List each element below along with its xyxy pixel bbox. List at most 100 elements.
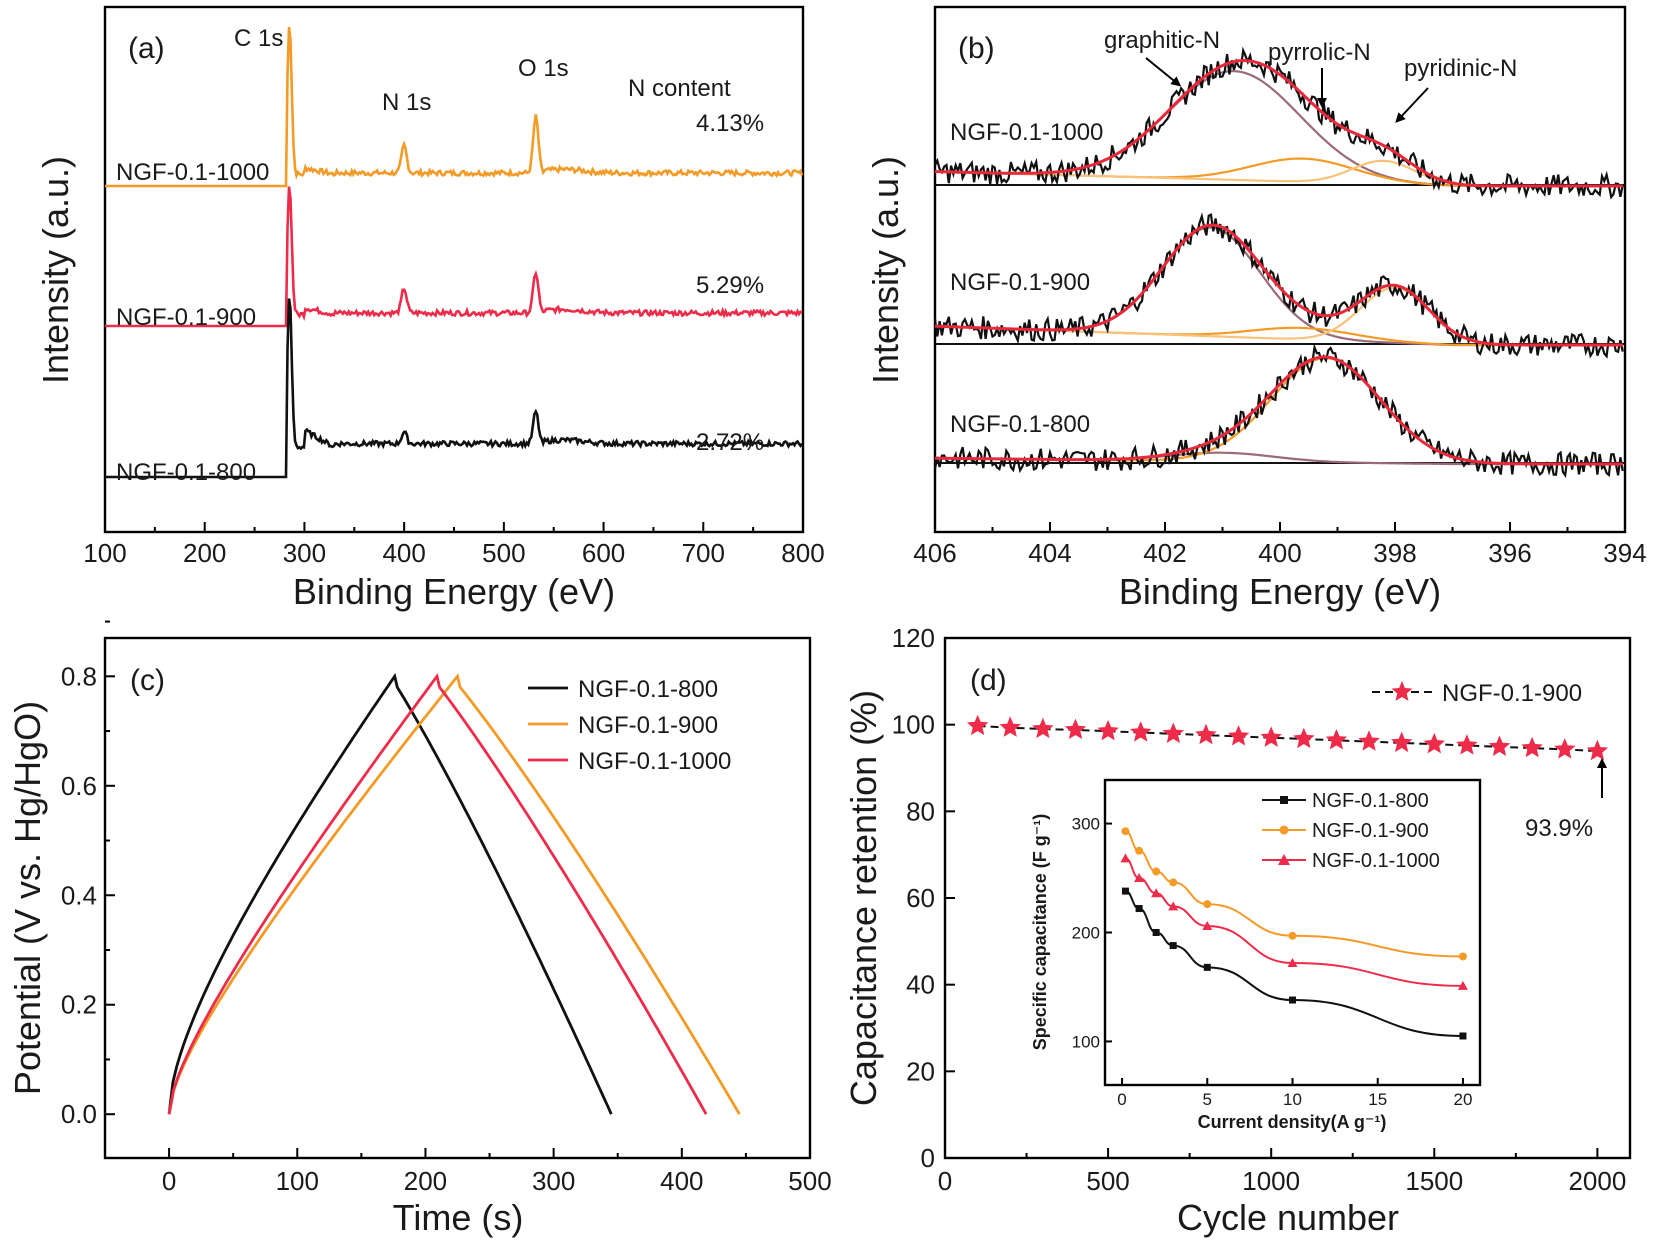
x-tick-label: 100 xyxy=(83,538,126,568)
panel-b-label-pyridinic-n: pyridinic-N xyxy=(1404,55,1517,82)
x-tick-label: 20 xyxy=(1453,1090,1472,1109)
panel-a-x-ticks: 100 200 300 400 500 600 700 800 xyxy=(83,522,825,568)
x-tick-label: 800 xyxy=(781,538,824,568)
y-tick-label: 0.2 xyxy=(61,990,97,1020)
x-tick-label: 200 xyxy=(183,538,226,568)
panel-d-star-marker xyxy=(999,716,1021,737)
x-tick-label: 5 xyxy=(1203,1090,1212,1109)
panel-b-envelope-NGF-0.1-900 xyxy=(934,223,1623,347)
panel-d-star-marker xyxy=(1162,722,1185,743)
x-tick-label: 500 xyxy=(482,538,525,568)
y-tick-label: 80 xyxy=(906,796,935,826)
legend-label: NGF-0.1-800 xyxy=(578,676,718,703)
x-tick-label: 500 xyxy=(788,1166,831,1196)
panel-b-y-axis-title: Intensity (a.u.) xyxy=(865,156,906,384)
inset-square-marker xyxy=(1152,929,1160,936)
x-tick-label: 200 xyxy=(404,1166,447,1196)
inset-triangle-marker xyxy=(1457,980,1468,990)
panel-d-star-marker xyxy=(966,714,989,736)
panel-b-x-axis-title: Binding Energy (eV) xyxy=(1119,571,1441,612)
x-tick-label: 400 xyxy=(382,538,425,568)
panel-a-y-axis-title: Intensity (a.u.) xyxy=(35,156,76,384)
inset-legend-marker xyxy=(1278,854,1290,865)
x-tick-label: 2000 xyxy=(1568,1166,1626,1196)
inset-circle-marker xyxy=(1458,952,1467,961)
panel-d-star-marker xyxy=(1358,730,1380,751)
inset-circle-marker xyxy=(1203,900,1212,909)
inset-legend-marker xyxy=(1279,825,1289,835)
panel-a-column-header: N content xyxy=(628,75,731,102)
panel-a-curves xyxy=(105,26,804,479)
x-tick-label: 300 xyxy=(532,1166,575,1196)
y-tick-label: 60 xyxy=(906,883,935,913)
panel-a-label: (a) xyxy=(128,32,165,65)
panel-b-series-label-900: NGF-0.1-900 xyxy=(950,269,1090,296)
inset-x-axis-title: Current density(A g⁻¹) xyxy=(1198,1112,1387,1132)
x-tick-label: 0 xyxy=(938,1166,952,1196)
y-tick-label: 40 xyxy=(906,970,935,1000)
panel-b-curves xyxy=(933,46,1625,479)
legend-label: NGF-0.1-900 xyxy=(578,712,718,739)
panel-d-star-marker xyxy=(1064,718,1087,740)
panel-c-curves xyxy=(167,672,741,1115)
x-tick-label: 396 xyxy=(1488,538,1531,568)
panel-d-x-axis-title: Cycle number xyxy=(1177,1197,1399,1238)
y-tick-label: 100 xyxy=(892,710,935,740)
inset-legend-label: NGF-0.1-1000 xyxy=(1312,850,1440,872)
x-tick-label: 402 xyxy=(1143,538,1186,568)
panel-c-ticks: 0 100 200 300 400 500 0.0 0.2 0.4 0.6 0.8 xyxy=(61,620,832,1196)
inset-square-marker xyxy=(1135,905,1143,913)
panel-a-curve-NGF-0.1-800 xyxy=(105,298,804,479)
panel-a-curve-NGF-0.1-1000 xyxy=(105,26,804,188)
x-tick-label: 0 xyxy=(162,1166,176,1196)
inset-square-marker xyxy=(1121,887,1129,895)
panel-a-peak-label-o1s: O 1s xyxy=(518,55,569,82)
y-tick-label: 0.6 xyxy=(61,771,97,801)
panel-d-star-marker xyxy=(1195,723,1217,745)
panel-d-star-marker xyxy=(1423,732,1446,754)
panel-d-star-marker xyxy=(1521,736,1543,758)
inset-ticks: 0 5 10 15 20 100 200 300 xyxy=(1072,815,1473,1109)
panel-d-curves xyxy=(966,714,1609,761)
x-tick-label: 100 xyxy=(276,1166,319,1196)
panel-b-series-label-800: NGF-0.1-800 xyxy=(950,411,1090,438)
y-tick-label: 100 xyxy=(1072,1032,1100,1051)
inset-square-marker xyxy=(1169,942,1177,950)
inset-triangle-marker xyxy=(1120,853,1131,863)
panel-d-star-marker xyxy=(1456,734,1478,755)
y-tick-label: 0 xyxy=(921,1143,935,1173)
panel-b-envelope-NGF-0.1-1000 xyxy=(934,58,1623,188)
x-tick-label: 700 xyxy=(682,538,725,568)
inset-square-marker xyxy=(1289,996,1296,1004)
x-tick-label: 400 xyxy=(1258,538,1301,568)
x-tick-label: 404 xyxy=(1028,538,1071,568)
panel-c-legend: NGF-0.1-800 NGF-0.1-900 NGF-0.1-1000 xyxy=(528,676,731,775)
inset-square-marker xyxy=(1203,963,1211,971)
panel-d-star-marker xyxy=(1097,719,1119,741)
panel-a-peak-label-c1s: C 1s xyxy=(234,25,283,52)
inset-circle-marker xyxy=(1121,827,1130,836)
panel-b-raw-NGF-0.1-800 xyxy=(933,342,1624,479)
legend-label: NGF-0.1-900 xyxy=(1442,680,1582,707)
panel-b-arrow-pyridinic xyxy=(1395,87,1429,123)
x-tick-label: 10 xyxy=(1283,1090,1302,1109)
panel-a-n-content-900: 5.29% xyxy=(696,272,764,299)
inset-circle-marker xyxy=(1288,931,1297,940)
inset-square-marker xyxy=(1459,1032,1467,1040)
panel-a-n-content-800: 2.72% xyxy=(696,429,764,456)
panel-c-curve-NGF-0.1-1000 xyxy=(167,673,708,1115)
panel-d-star-marker xyxy=(1129,721,1152,742)
x-tick-label: 394 xyxy=(1603,538,1646,568)
panel-b-series-label-1000: NGF-0.1-1000 xyxy=(950,119,1103,146)
inset-legend-label: NGF-0.1-900 xyxy=(1312,820,1429,842)
y-tick-label: 300 xyxy=(1072,815,1100,834)
panel-d-star-marker xyxy=(1554,738,1576,759)
panel-c-label: (c) xyxy=(130,664,165,697)
panel-b-x-ticks: 406 404 402 400 398 396 394 xyxy=(913,522,1647,568)
panel-d-star-marker xyxy=(1293,727,1315,749)
inset-circle-marker xyxy=(1152,867,1161,876)
panel-d-star-marker xyxy=(1325,729,1348,750)
inset-triangle-marker xyxy=(1202,920,1213,930)
y-tick-label: 20 xyxy=(906,1056,935,1086)
